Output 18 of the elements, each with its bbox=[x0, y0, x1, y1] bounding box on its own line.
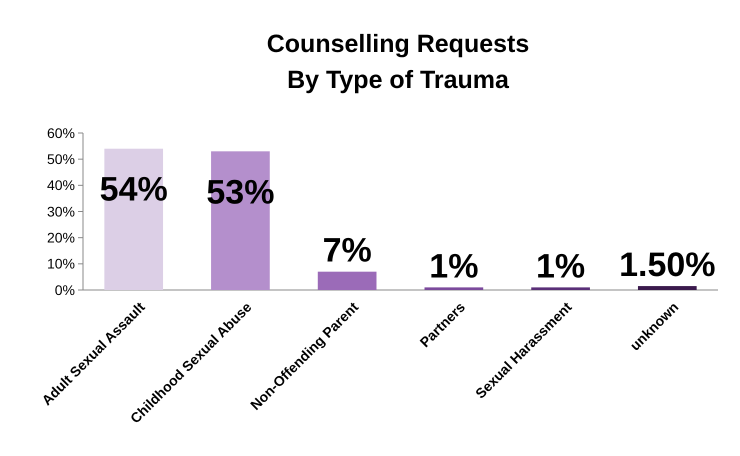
bar bbox=[531, 287, 590, 290]
bar bbox=[638, 286, 697, 290]
bar bbox=[424, 287, 484, 290]
data-label: 1% bbox=[536, 247, 586, 286]
y-tick-label: 40% bbox=[46, 177, 75, 194]
y-tick-label: 10% bbox=[46, 256, 75, 272]
data-label: 7% bbox=[322, 232, 372, 270]
y-tick-label: 0% bbox=[54, 282, 75, 298]
y-tick-label: 50% bbox=[46, 151, 75, 168]
data-label: 54% bbox=[100, 170, 168, 209]
data-label: 53% bbox=[206, 173, 274, 212]
data-label: 1% bbox=[429, 247, 478, 286]
data-label: 1.50% bbox=[619, 246, 716, 284]
chart-title: Counselling Requests By Type of Trauma bbox=[266, 30, 530, 94]
y-tick-label: 60% bbox=[46, 124, 75, 141]
y-tick-label: 20% bbox=[46, 230, 75, 246]
bar bbox=[318, 272, 376, 290]
y-tick-label: 30% bbox=[46, 203, 75, 220]
